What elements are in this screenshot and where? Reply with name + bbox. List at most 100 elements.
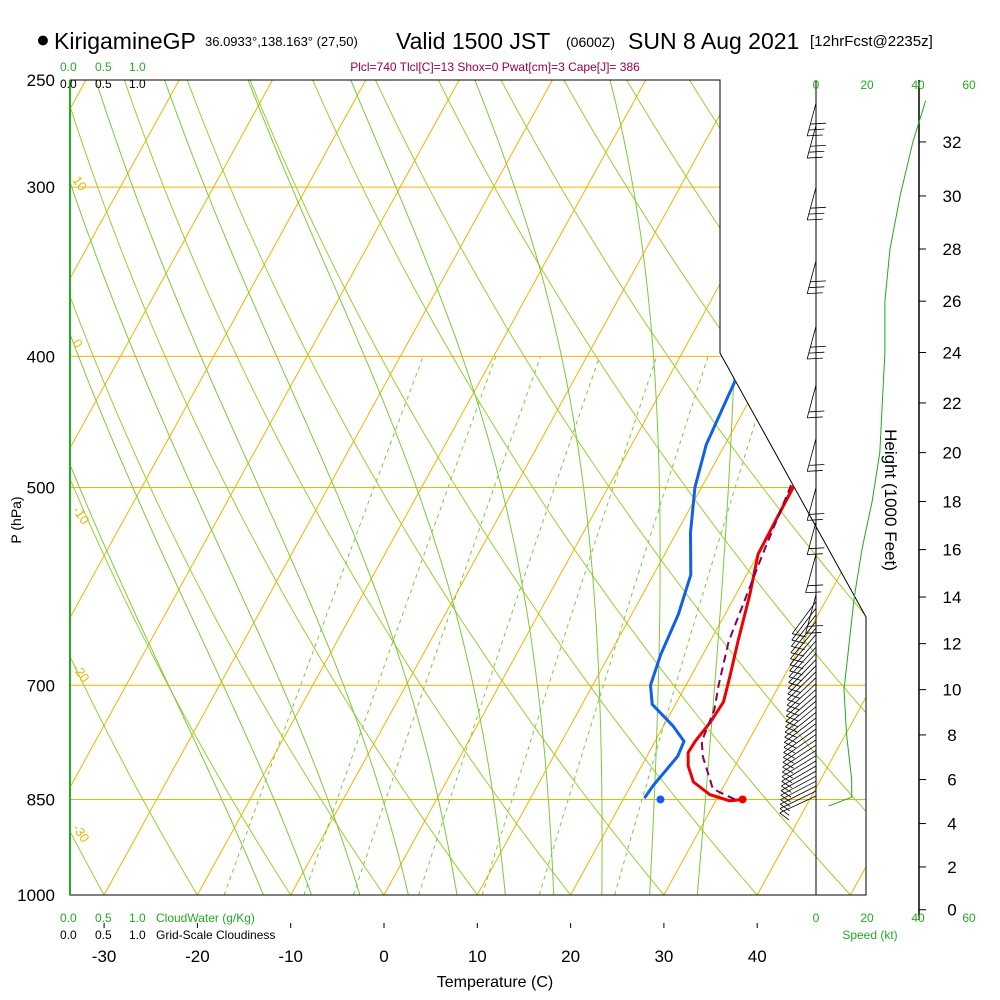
x-tick-label: -10: [278, 947, 303, 966]
wind-barb-flag: [788, 682, 802, 688]
y-tick-label: 250: [27, 71, 55, 90]
speed-label: Speed (kt): [842, 928, 897, 942]
wind-barb-flag: [807, 553, 823, 555]
isotherm-line: [554, 80, 866, 895]
isotherm-line: [70, 80, 287, 895]
isotherm-line: [87, 80, 566, 895]
x-tick-label: 40: [748, 947, 767, 966]
wind-barb-flag: [808, 547, 825, 550]
y-tick-label: 850: [27, 790, 55, 809]
moist-adiabat-line: [238, 80, 509, 895]
x-axis-title: Temperature (C): [437, 974, 553, 991]
dry-adiabat-line: [364, 80, 866, 895]
wind-barb: [786, 683, 817, 712]
top-scale-green-2: 1.0: [129, 60, 146, 74]
wind-barb: [791, 601, 817, 634]
isotherm-line: [367, 80, 846, 895]
height-tick-label: 4: [947, 815, 956, 834]
x-tick-label: 10: [468, 947, 487, 966]
isotherm-label: -30: [70, 821, 93, 845]
wind-barb-flag: [807, 519, 823, 521]
mixing-ratio-line: [303, 356, 497, 895]
wind-barb: [785, 695, 817, 722]
moist-adiabat-line: [70, 80, 369, 895]
wind-barb-flag: [791, 639, 806, 644]
dry-adiabat-label: 0: [720, 232, 743, 254]
temperature-line: [686, 113, 866, 803]
y-tick-label: 300: [27, 178, 55, 197]
dry-adiabat-label: 10: [743, 359, 773, 389]
bottom-scale-green-1: 0.5: [95, 911, 112, 925]
station-name: KirigamineGP: [54, 28, 196, 54]
mixing-ratio-line: [418, 356, 601, 895]
wind-barb: [805, 554, 817, 593]
wind-barb-flag: [810, 345, 826, 348]
wind-barb: [782, 744, 817, 768]
wind-barb-flag: [780, 790, 792, 798]
valid-utc: (0600Z): [566, 34, 616, 50]
wind-barb-flag: [808, 212, 825, 215]
wind-barb: [782, 739, 817, 763]
wind-barb-flag: [810, 206, 826, 209]
wind-barb-flag: [805, 632, 822, 634]
isotherm-label: -20: [70, 661, 93, 685]
wind-barb: [782, 750, 817, 773]
x-tick-label: -30: [92, 947, 117, 966]
wind-barb-flag: [783, 747, 796, 754]
dry-adiabat-label: 20: [790, 444, 820, 474]
isotherm-line: [740, 80, 866, 895]
wind-barb-flag: [810, 280, 826, 283]
wind-barb-flag: [792, 633, 806, 638]
wind-barb-flag: [807, 134, 823, 137]
height-tick-label: 10: [943, 681, 962, 700]
dry-adiabat-line: [70, 80, 500, 895]
mixing-ratio-label: 3: [345, 899, 361, 915]
wind-barb-flag: [784, 742, 796, 749]
cloud-water-label: CloudWater (g/Kg): [156, 911, 255, 925]
x-tick-label: 20: [561, 947, 580, 966]
bottom-scale-green-2: 1.0: [129, 911, 146, 925]
wind-speed-line: [828, 100, 927, 807]
moist-adiabat-line: [70, 80, 323, 895]
bottom-scale-black-1: 0.5: [95, 928, 112, 942]
wind-bottom-black-0: 0: [813, 911, 820, 925]
wind-barb-flag: [807, 218, 823, 221]
isotherm-line: [834, 80, 866, 895]
height-tick-label: 2: [947, 858, 956, 877]
height-tick-label: 6: [947, 771, 956, 790]
wind-barb: [806, 438, 817, 472]
dry-adiabat-line: [70, 80, 216, 895]
valid-date: SUN 8 Aug 2021: [628, 28, 800, 54]
wind-barb-flag: [807, 470, 823, 472]
wind-barb-flag: [810, 122, 826, 125]
dry-adiabat-line: [426, 80, 866, 895]
wind-barb-flag: [785, 721, 798, 727]
wind-barb-flag: [788, 676, 803, 682]
wind-barb: [787, 665, 817, 695]
height-tick-label: 22: [943, 394, 962, 413]
bottom-scale-black-2: 1.0: [129, 928, 146, 942]
wind-barb-flag: [780, 799, 791, 807]
cloudiness-label: Grid-Scale Cloudiness: [156, 928, 275, 942]
bottom-scale-green-0: 0.0: [60, 911, 77, 925]
top-scale-black-2: 1.0: [129, 77, 146, 91]
x-tick-label: 0: [379, 947, 388, 966]
dry-adiabat-line: [301, 80, 866, 895]
wind-barb: [781, 755, 817, 778]
wind-barb-flag: [781, 781, 793, 789]
y-tick-label: 400: [27, 347, 55, 366]
valid-time: Valid 1500 JST: [396, 28, 551, 54]
wind-barb-flag: [810, 144, 826, 147]
wind-barb-flag: [808, 128, 825, 131]
height-tick-label: 18: [943, 493, 962, 512]
isotherm-line: [928, 56, 1000, 924]
dry-adiabat-line: [488, 80, 866, 895]
dry-adiabat-line: [177, 80, 689, 895]
isotherm-line: [181, 80, 660, 895]
y-axis-title: P (hPa): [8, 496, 24, 543]
wind-barb-flag: [790, 658, 804, 663]
surface-temp-dot: [738, 795, 747, 804]
chart-subtitle: Plcl=740 Tlcl[C]=13 Shox=0 Pwat[cm]=3 Ca…: [350, 60, 640, 74]
wind-barb-flag: [780, 794, 791, 803]
